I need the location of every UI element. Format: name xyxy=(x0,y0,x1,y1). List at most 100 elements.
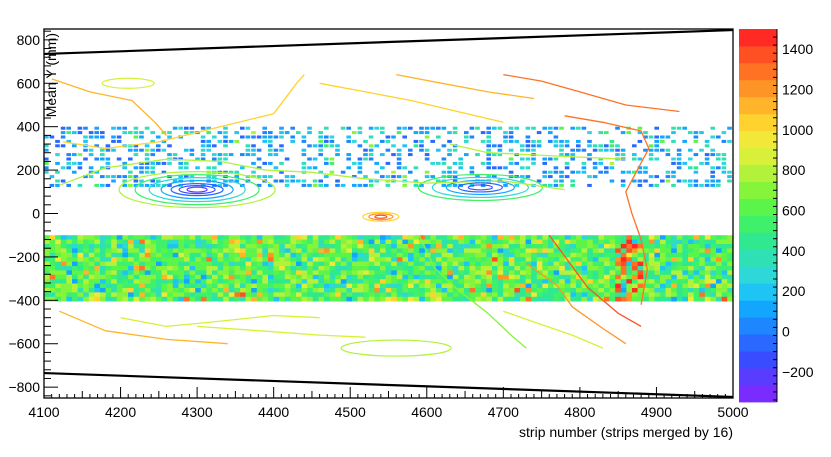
heatmap-cell xyxy=(268,183,273,187)
heatmap-cell xyxy=(576,261,582,267)
heatmap-cell xyxy=(200,157,206,161)
heatmap-cell xyxy=(436,248,442,254)
heatmap-cell xyxy=(531,257,538,262)
colorbar-segment xyxy=(739,147,777,166)
heatmap-cell xyxy=(632,248,638,254)
heatmap-cell xyxy=(665,288,672,293)
heatmap-cell xyxy=(340,296,347,302)
heatmap-cell xyxy=(279,170,284,174)
heatmap-cell xyxy=(693,183,699,187)
heatmap-cell xyxy=(721,257,728,262)
heatmap-cell xyxy=(699,266,706,271)
heatmap-cell xyxy=(189,252,196,258)
heatmap-cell xyxy=(228,266,235,271)
heatmap-cell xyxy=(189,292,196,298)
heatmap-cell xyxy=(223,153,228,157)
heatmap-cell xyxy=(368,296,375,302)
heatmap-cell xyxy=(637,170,643,174)
heatmap-cell xyxy=(329,170,335,174)
heatmap-cell xyxy=(676,257,683,262)
heatmap-cell xyxy=(217,239,224,245)
heatmap-cell xyxy=(469,292,476,298)
heatmap-cell xyxy=(620,261,627,267)
heatmap-cell xyxy=(391,252,398,258)
heatmap-cell xyxy=(648,283,655,289)
heatmap-cell xyxy=(290,239,297,245)
heatmap-cell xyxy=(648,257,655,262)
heatmap-cell xyxy=(352,288,358,293)
heatmap-cell xyxy=(553,157,559,161)
heatmap-cell xyxy=(727,126,732,130)
heatmap-cell xyxy=(436,296,442,302)
heatmap-cell xyxy=(559,288,566,293)
heatmap-cell xyxy=(122,179,127,183)
heatmap-cell xyxy=(77,270,84,276)
heatmap-cell xyxy=(525,135,531,139)
heatmap-cell xyxy=(497,261,504,267)
heatmap-cell xyxy=(133,266,140,271)
heatmap-cell xyxy=(475,266,482,271)
heatmap-cell xyxy=(480,139,486,143)
heatmap-cell xyxy=(167,161,172,165)
heatmap-cell xyxy=(234,175,239,179)
heatmap-cell xyxy=(576,248,582,254)
heatmap-cell xyxy=(486,157,491,161)
heatmap-cell xyxy=(464,274,470,280)
heatmap-cell xyxy=(167,257,174,262)
heatmap-cell xyxy=(671,239,678,245)
heatmap-cell xyxy=(525,292,532,298)
heatmap-cell xyxy=(458,161,463,165)
heatmap-cell xyxy=(469,279,476,284)
heatmap-cell xyxy=(637,261,644,267)
heatmap-cell xyxy=(223,248,230,254)
heatmap-cell xyxy=(55,161,60,165)
heatmap-cell xyxy=(44,252,50,258)
y-tick-label: 600 xyxy=(17,75,41,91)
heatmap-cell xyxy=(441,283,448,289)
heatmap-cell xyxy=(273,179,279,183)
heatmap-cell xyxy=(144,144,150,148)
heatmap-cell xyxy=(637,274,644,280)
heatmap-cell xyxy=(721,252,728,258)
heatmap-cell xyxy=(178,248,185,254)
heatmap-cell xyxy=(497,283,504,289)
heatmap-cell xyxy=(592,239,599,245)
heatmap-cell xyxy=(402,274,409,280)
heatmap-cell xyxy=(447,235,454,240)
heatmap-cell xyxy=(189,274,196,280)
heatmap-cell xyxy=(710,248,717,254)
heatmap-cell xyxy=(301,239,308,245)
heatmap-cell xyxy=(200,148,206,152)
heatmap-cell xyxy=(128,292,134,298)
heatmap-cell xyxy=(626,252,633,258)
heatmap-cell xyxy=(139,288,146,293)
heatmap-cell xyxy=(223,183,228,187)
heatmap-cell xyxy=(497,279,504,284)
heatmap-cell xyxy=(245,126,251,130)
heatmap-cell xyxy=(676,161,682,165)
heatmap-cell xyxy=(430,292,437,298)
heatmap-cell xyxy=(144,274,151,280)
heatmap-cell xyxy=(710,244,717,249)
heatmap-cell xyxy=(632,153,637,157)
heatmap-cell xyxy=(503,183,508,187)
heatmap-cell xyxy=(660,239,666,245)
heatmap-cell xyxy=(346,126,351,130)
heatmap-cell xyxy=(385,175,391,179)
heatmap-cell xyxy=(133,166,139,170)
heatmap-cell xyxy=(436,179,441,183)
heatmap-cell xyxy=(88,148,94,152)
heatmap-cell xyxy=(592,288,599,293)
heatmap-cell xyxy=(402,283,409,289)
heatmap-cell xyxy=(312,166,318,170)
heatmap-cell xyxy=(654,175,659,179)
heatmap-cell xyxy=(195,266,202,271)
heatmap-cell xyxy=(340,183,346,187)
heatmap-cell xyxy=(150,244,157,249)
heatmap-cell xyxy=(520,296,526,302)
heatmap-cell xyxy=(430,274,437,280)
heatmap-cell xyxy=(234,283,241,289)
heatmap-cell xyxy=(525,279,532,284)
heatmap-cell xyxy=(94,252,101,258)
heatmap-cell xyxy=(710,296,717,302)
